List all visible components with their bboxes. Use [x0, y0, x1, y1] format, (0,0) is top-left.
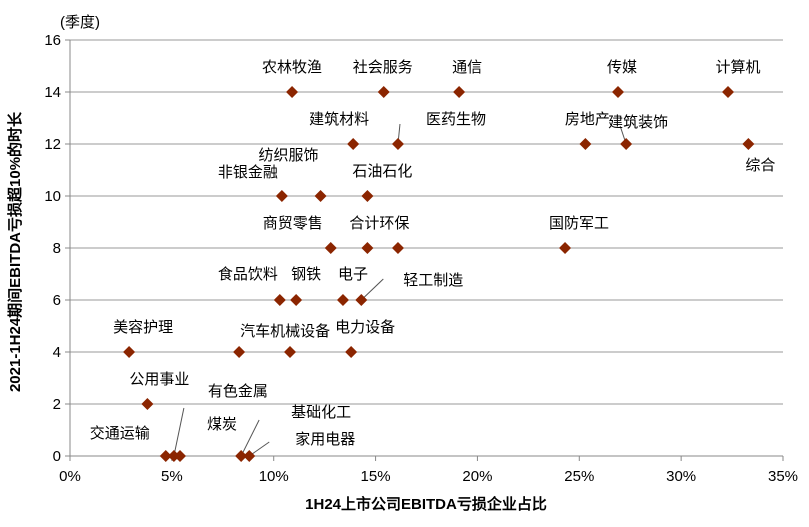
y-tick-label: 4: [53, 344, 61, 361]
leader-line: [360, 278, 384, 301]
data-point-marker: [453, 86, 466, 98]
y-tick-label: 8: [53, 240, 61, 257]
point-label: 综合: [745, 157, 775, 174]
point-label: 农林牧渔: [262, 59, 322, 76]
point-label: 有色金属: [208, 383, 268, 400]
x-tick-label: 35%: [768, 468, 798, 485]
point-label: 计算机: [715, 58, 760, 76]
data-point-marker: [235, 450, 248, 462]
data-point-marker: [347, 138, 360, 150]
point-label: 通信: [452, 59, 482, 76]
point-label: 商贸零售: [263, 215, 323, 232]
data-point-marker: [324, 242, 337, 254]
data-point-marker: [355, 294, 368, 306]
x-tick-label: 20%: [462, 468, 492, 485]
data-point-marker: [579, 138, 592, 150]
point-label: 轻工制造: [403, 272, 463, 289]
data-point-marker: [721, 86, 734, 98]
data-point-marker: [290, 294, 303, 306]
point-label: 建筑材料: [309, 111, 369, 128]
data-point-marker: [159, 450, 172, 462]
point-label: 美容护理: [113, 319, 173, 336]
y-tick-label: 12: [44, 136, 61, 153]
point-label: 家用电器: [295, 431, 355, 448]
point-label: 电力设备: [335, 319, 395, 336]
gridlines: [70, 39, 783, 405]
data-point-marker: [391, 138, 404, 150]
data-point-marker: [174, 450, 187, 462]
y-tick-label: 0: [53, 448, 61, 465]
x-axis-title: 1H24上市公司EBITDA亏损企业占比: [305, 495, 547, 513]
data-point-marker: [377, 86, 390, 98]
data-point-marker: [391, 242, 404, 254]
data-point-marker: [284, 346, 297, 358]
x-tick-labels: 0% 5% 10% 15% 20% 25% 30% 35%: [59, 468, 798, 485]
axes: [65, 39, 784, 461]
point-label: 交通运输: [90, 424, 150, 442]
point-label: 房地产: [565, 111, 610, 128]
point-label: 非银金融: [218, 164, 278, 181]
point-label: 电子: [338, 266, 368, 283]
y-tick-label: 14: [44, 84, 61, 101]
point-label: 基础化工: [291, 404, 351, 421]
data-point-marker: [611, 86, 624, 98]
data-point-marker: [167, 450, 180, 462]
x-tick-label: 30%: [666, 468, 696, 485]
y-tick-label: 6: [53, 292, 61, 309]
data-point-marker: [620, 138, 633, 150]
point-label: 钢铁: [291, 266, 321, 283]
point-label: 石油石化: [352, 163, 412, 180]
data-points: [123, 86, 755, 462]
point-label: 传媒: [607, 59, 637, 76]
point-label: 汽车机械设备: [240, 323, 330, 340]
point-label: 纺织服饰: [259, 147, 319, 164]
data-point-marker: [345, 346, 358, 358]
x-tick-label: 10%: [259, 468, 289, 485]
point-label: 食品饮料: [218, 266, 278, 283]
data-point-marker: [314, 190, 327, 202]
x-tick-label: 15%: [361, 468, 391, 485]
data-point-marker: [275, 190, 288, 202]
leader-line: [173, 407, 185, 457]
data-point-marker: [243, 450, 256, 462]
data-point-marker: [123, 346, 136, 358]
data-point-marker: [273, 294, 286, 306]
data-point-marker: [233, 346, 246, 358]
y-tick-label: 16: [44, 32, 61, 49]
data-point-marker: [361, 190, 374, 202]
point-label: 国防军工: [549, 215, 609, 232]
x-tick-label: 25%: [564, 468, 594, 485]
x-tick-label: 5%: [161, 468, 183, 485]
data-point-marker: [742, 138, 755, 150]
data-point-marker: [336, 294, 349, 306]
y-axis-title: 2021-1H24期间EBITDA亏损超10%的时长: [6, 111, 24, 392]
point-label: 社会服务: [353, 59, 413, 76]
leader-line: [240, 419, 260, 457]
data-point-marker: [361, 242, 374, 254]
point-label: 医药生物: [426, 111, 486, 128]
y-tick-labels: 0 2 4 6 8 10 12 14 16: [44, 32, 61, 465]
y-tick-label: 2: [53, 396, 61, 413]
point-label: 合计环保: [349, 215, 409, 232]
y-unit-label: (季度): [60, 14, 100, 31]
y-tick-label: 10: [44, 188, 61, 205]
point-label: 建筑装饰: [608, 114, 668, 131]
point-label: 煤炭: [207, 416, 237, 433]
data-point-marker: [141, 398, 154, 410]
data-point-marker: [286, 86, 299, 98]
point-label: 公用事业: [129, 371, 189, 388]
data-point-marker: [559, 242, 572, 254]
x-tick-label: 0%: [59, 468, 81, 485]
